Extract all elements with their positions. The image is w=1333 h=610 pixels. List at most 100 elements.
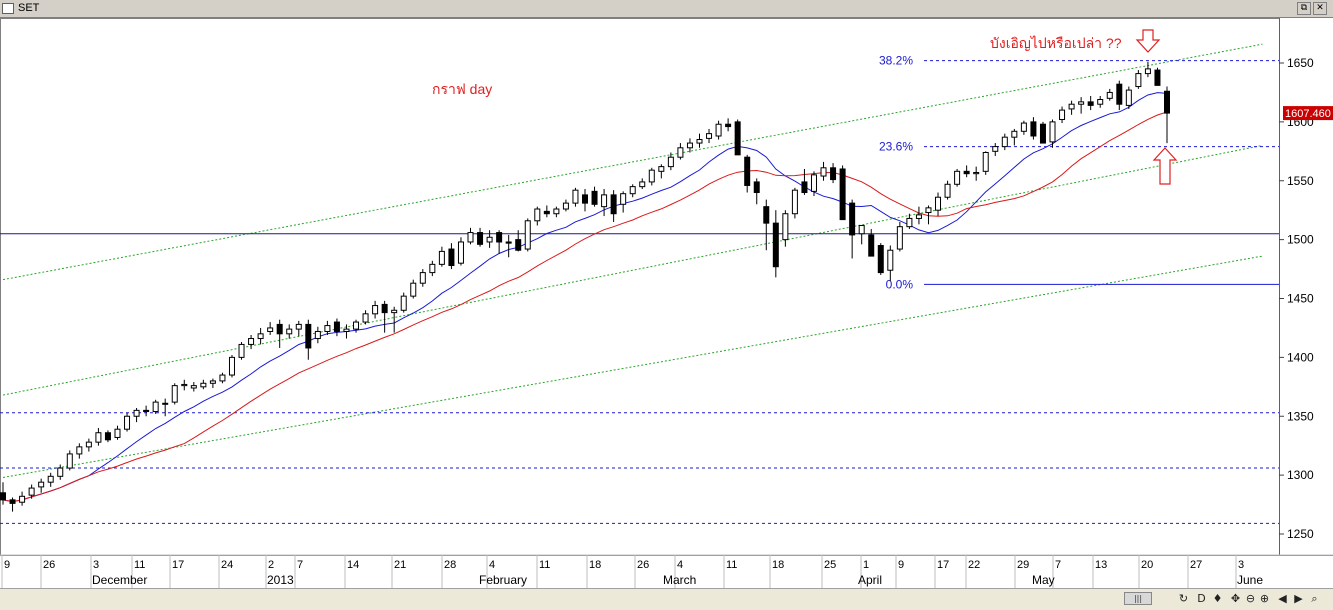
candle-body[interactable] bbox=[1039, 123, 1046, 144]
candle-body[interactable] bbox=[686, 142, 693, 149]
candle-body[interactable] bbox=[19, 495, 26, 503]
candle-body[interactable] bbox=[591, 190, 598, 205]
candle-body[interactable] bbox=[744, 156, 751, 186]
candle-body[interactable] bbox=[648, 169, 655, 183]
candle-body[interactable] bbox=[276, 323, 283, 335]
candle-body[interactable] bbox=[171, 385, 178, 403]
candle-body[interactable] bbox=[982, 151, 989, 172]
candle-body[interactable] bbox=[438, 250, 445, 265]
candle-body[interactable] bbox=[944, 183, 951, 198]
diamond-icon[interactable]: ♦ bbox=[1212, 592, 1223, 605]
candle-body[interactable] bbox=[238, 343, 245, 358]
candle-body[interactable] bbox=[1154, 69, 1161, 86]
candle-body[interactable] bbox=[839, 168, 846, 221]
candle-body[interactable] bbox=[314, 330, 321, 340]
candle-body[interactable] bbox=[906, 217, 913, 228]
candle-body[interactable] bbox=[0, 492, 6, 501]
scroll-thumb[interactable]: ||| bbox=[1124, 592, 1152, 605]
candle-body[interactable] bbox=[343, 328, 350, 332]
zoom-in-icon[interactable]: ⊕ bbox=[1259, 592, 1270, 605]
candle-body[interactable] bbox=[1116, 83, 1123, 105]
candle-body[interactable] bbox=[1011, 130, 1018, 138]
scroll-left-icon[interactable]: ◀ bbox=[1278, 592, 1287, 605]
candle-body[interactable] bbox=[1144, 68, 1151, 75]
candle-body[interactable] bbox=[715, 123, 722, 137]
search-icon[interactable]: ⌕ bbox=[1311, 592, 1318, 605]
candle-body[interactable] bbox=[372, 305, 379, 315]
candle-body[interactable] bbox=[629, 186, 636, 195]
candle-body[interactable] bbox=[333, 321, 340, 332]
candle-body[interactable] bbox=[66, 453, 73, 469]
candle-body[interactable] bbox=[353, 321, 360, 330]
candle-body[interactable] bbox=[1164, 90, 1170, 114]
crosshair-icon[interactable]: ✥ bbox=[1230, 592, 1241, 605]
candle-body[interactable] bbox=[706, 133, 713, 139]
candle-body[interactable] bbox=[200, 382, 207, 388]
candle-body[interactable] bbox=[782, 213, 789, 241]
candle-body[interactable] bbox=[925, 207, 932, 214]
candle-body[interactable] bbox=[820, 167, 827, 177]
candle-body[interactable] bbox=[143, 409, 150, 413]
candle-body[interactable] bbox=[286, 328, 293, 335]
candle-body[interactable] bbox=[830, 167, 837, 181]
candle-body[interactable] bbox=[725, 123, 732, 128]
candle-body[interactable] bbox=[992, 146, 999, 152]
candle-body[interactable] bbox=[1049, 121, 1056, 143]
candle-body[interactable] bbox=[38, 481, 45, 488]
candle-body[interactable] bbox=[582, 194, 588, 204]
candle-body[interactable] bbox=[190, 385, 197, 389]
candle-body[interactable] bbox=[849, 202, 856, 236]
candle-body[interactable] bbox=[887, 249, 894, 271]
candle-body[interactable] bbox=[562, 202, 569, 210]
candle-body[interactable] bbox=[1068, 103, 1075, 110]
candle-body[interactable] bbox=[419, 272, 426, 284]
candle-body[interactable] bbox=[791, 189, 798, 215]
candle-body[interactable] bbox=[1097, 99, 1104, 105]
candle-body[interactable] bbox=[219, 374, 226, 382]
zoom-out-icon[interactable]: ⊖ bbox=[1245, 592, 1256, 605]
candle-body[interactable] bbox=[457, 241, 464, 264]
candle-body[interactable] bbox=[553, 208, 560, 215]
candle-body[interactable] bbox=[85, 441, 92, 448]
candle-body[interactable] bbox=[496, 232, 503, 243]
candle-body[interactable] bbox=[362, 313, 369, 323]
candle-body[interactable] bbox=[391, 309, 398, 314]
candle-body[interactable] bbox=[639, 181, 646, 188]
candle-body[interactable] bbox=[267, 327, 274, 332]
candle-body[interactable] bbox=[1135, 73, 1142, 88]
refresh-icon[interactable]: ↻ bbox=[1178, 592, 1189, 605]
candle-body[interactable] bbox=[295, 323, 302, 330]
candle-body[interactable] bbox=[429, 263, 436, 274]
daily-icon[interactable]: D bbox=[1197, 592, 1206, 605]
candle-body[interactable] bbox=[57, 467, 64, 477]
candle-body[interactable] bbox=[858, 224, 865, 235]
candle-body[interactable] bbox=[1059, 109, 1066, 121]
candle-body[interactable] bbox=[1106, 91, 1113, 99]
candle-body[interactable] bbox=[696, 139, 703, 144]
candle-body[interactable] bbox=[620, 193, 627, 205]
candle-body[interactable] bbox=[1087, 101, 1094, 106]
candle-body[interactable] bbox=[524, 220, 531, 250]
close-button[interactable]: ✕ bbox=[1313, 2, 1327, 15]
candle-body[interactable] bbox=[1078, 101, 1085, 105]
candle-body[interactable] bbox=[734, 121, 741, 156]
candle-body[interactable] bbox=[772, 222, 779, 268]
candle-body[interactable] bbox=[477, 232, 484, 245]
candle-body[interactable] bbox=[1001, 136, 1008, 148]
candle-body[interactable] bbox=[410, 282, 417, 297]
candle-body[interactable] bbox=[954, 170, 961, 185]
candle-body[interactable] bbox=[915, 214, 922, 219]
candle-body[interactable] bbox=[9, 499, 16, 504]
candle-body[interactable] bbox=[963, 170, 970, 175]
candle-body[interactable] bbox=[124, 415, 131, 430]
restore-button[interactable]: ⧉ bbox=[1297, 2, 1311, 15]
candle-body[interactable] bbox=[677, 147, 684, 158]
candle-body[interactable] bbox=[763, 206, 770, 224]
candle-body[interactable] bbox=[877, 245, 884, 274]
candle-body[interactable] bbox=[114, 428, 121, 438]
candle-body[interactable] bbox=[1020, 122, 1027, 132]
candle-body[interactable] bbox=[1125, 89, 1132, 106]
candle-body[interactable] bbox=[400, 295, 407, 311]
candle-body[interactable] bbox=[381, 303, 388, 314]
candle-body[interactable] bbox=[248, 338, 255, 345]
